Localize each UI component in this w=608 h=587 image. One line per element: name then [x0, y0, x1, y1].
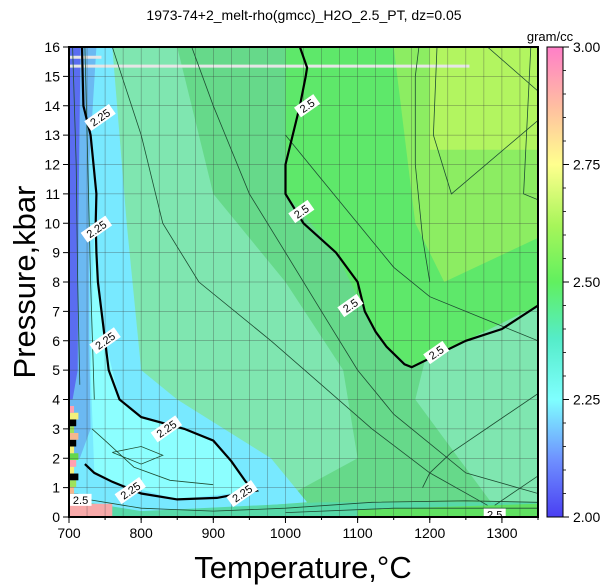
- solidus-stripe: [69, 453, 79, 461]
- colorbar-tick-label: 2.25: [573, 392, 600, 408]
- solidus-stripe: [69, 426, 75, 433]
- y-tick-label: 10: [44, 215, 60, 231]
- solidus-stripe: [69, 480, 77, 488]
- x-tick-label: 800: [129, 525, 153, 541]
- colorbar-ticks: 2.00 2.25 2.50 2.75 3.00: [563, 39, 600, 525]
- solidus-stripe: [69, 419, 77, 427]
- x-tick-label: 1000: [270, 525, 301, 541]
- y-tick-label: 0: [52, 509, 60, 525]
- solidus-stripe: [69, 446, 75, 454]
- y-tick-label: 7: [52, 303, 60, 319]
- x-tick-label: 1200: [414, 525, 445, 541]
- y-tick-label: 4: [52, 392, 60, 408]
- y-tick-label: 13: [44, 127, 60, 143]
- plot-area: 2.252.252.252.252.25 2.252.52.52.52.52.52…: [69, 47, 538, 522]
- minor-contour-line: [112, 446, 164, 465]
- y-tick-label: 2: [52, 450, 60, 466]
- colorbar-label: gram/cc: [527, 29, 574, 44]
- contour-label-background: [226, 479, 258, 508]
- minor-contour-line: [432, 47, 538, 195]
- colorbar-tick-label: 3.00: [573, 39, 600, 55]
- y-tick-label: 16: [44, 39, 60, 55]
- contour-label-background: [80, 215, 113, 243]
- contour-label-background: [89, 327, 121, 355]
- minor-contour-line: [494, 475, 538, 506]
- contour-label-background: [84, 103, 116, 132]
- solidus-stripe: [69, 439, 77, 447]
- y-tick-label: 3: [52, 421, 60, 437]
- colorbar-tick-label: 2.75: [573, 157, 600, 173]
- x-tick-label: 1100: [343, 525, 373, 541]
- contour-line-2.25: [80, 47, 260, 501]
- annotation-text: 2.5: [73, 495, 88, 507]
- chart-title: 1973-74+2_melt-rho(gmcc)_H2O_2.5_PT, dz=…: [146, 7, 461, 23]
- minor-contour-line: [84, 47, 95, 400]
- contour-label-background: [294, 94, 321, 118]
- minor-contour-line: [422, 393, 538, 488]
- minor-contours: [69, 47, 538, 513]
- minor-contour-line: [285, 507, 538, 513]
- y-tick-label: 8: [52, 274, 60, 290]
- density-band: [90, 223, 257, 500]
- y-tick-label: 12: [44, 157, 60, 173]
- minor-contour-line: [111, 47, 488, 506]
- minor-contour-line: [91, 428, 214, 486]
- minor-contour-line: [72, 47, 81, 385]
- x-axis-label: Temperature,°C: [194, 550, 411, 585]
- annotation-text: 2.5: [487, 510, 502, 522]
- solidus-stripe: [69, 487, 75, 494]
- y-tick-label: 15: [44, 68, 60, 84]
- solidus-stripe: [69, 412, 79, 420]
- y-tick-label: 5: [52, 362, 60, 378]
- minor-contour-line: [69, 496, 538, 512]
- contour-label-background: [114, 477, 147, 505]
- x-axis-ticks: 700 800 900 1000 1100 1200 1300: [57, 517, 539, 541]
- y-tick-label: 9: [52, 245, 60, 261]
- solidus-stripe: [69, 503, 113, 517]
- solidus-stripe: [69, 432, 79, 440]
- contour-label-background: [150, 415, 183, 443]
- annotation-background: [483, 508, 506, 517]
- contour-label-background: [337, 293, 364, 318]
- contour-label-background: [288, 199, 315, 224]
- colorbar-tick-label: 2.50: [573, 274, 600, 290]
- minor-contour-line: [191, 47, 538, 494]
- contour-label-background: [423, 340, 450, 365]
- solidus-stripe: [69, 460, 77, 467]
- y-tick-label: 11: [45, 186, 60, 202]
- y-tick-label: 14: [44, 98, 60, 114]
- minor-contour-line: [414, 47, 431, 283]
- y-tick-label: 1: [52, 480, 60, 496]
- solidus-stripe: [69, 405, 75, 413]
- annotation-background: [69, 493, 92, 506]
- solidus-stripe: [69, 466, 75, 474]
- y-axis-label: Pressure,kbar: [7, 186, 42, 379]
- x-tick-label: 700: [57, 525, 81, 541]
- colorbar: [546, 46, 564, 518]
- solidus-stripe: [69, 473, 79, 481]
- x-tick-label: 900: [202, 525, 226, 541]
- minor-contour-line: [285, 134, 538, 342]
- colorbar-tick-label: 2.00: [573, 509, 600, 525]
- minor-contour-line: [487, 47, 538, 92]
- y-tick-label: 6: [52, 333, 60, 349]
- minor-contour-line: [523, 47, 538, 201]
- x-tick-label: 1300: [486, 525, 517, 541]
